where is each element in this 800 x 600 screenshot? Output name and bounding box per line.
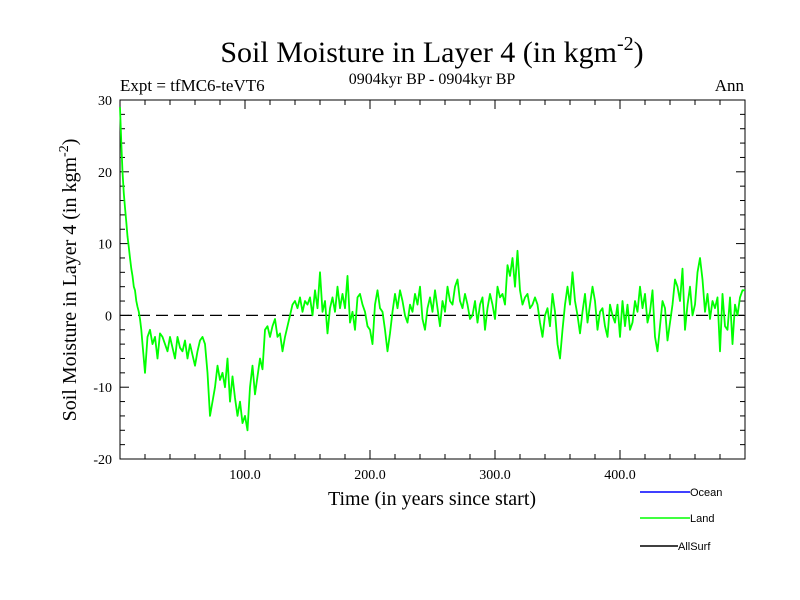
legend-label-ocean: Ocean [690, 487, 722, 499]
x-axis-ticks: 100.0 200.0 300.0 400.0 [144, 100, 721, 483]
y-tick-label: -10 [93, 381, 112, 396]
legend-label-land: Land [690, 513, 714, 525]
y-axis-label: Soil Moisture in Layer 4 (in kgm-2) [57, 139, 81, 422]
x-tick-label: 300.0 [479, 468, 511, 483]
legend: Ocean Land AllSurf [640, 487, 722, 553]
x-tick-label: 400.0 [604, 468, 636, 483]
season-label: Ann [715, 76, 745, 95]
x-tick-label: 100.0 [229, 468, 261, 483]
series-layer [119, 107, 745, 432]
y-tick-label: 10 [98, 238, 112, 253]
chart-subtitle: 0904kyr BP - 0904kyr BP [349, 71, 516, 88]
y-tick-label: 30 [98, 94, 112, 109]
experiment-label: Expt = tfMC6-teVT6 [120, 76, 265, 95]
series-line-land [119, 107, 745, 432]
y-tick-label: -20 [93, 453, 112, 468]
x-axis-label: Time (in years since start) [328, 488, 536, 510]
chart-title: Soil Moisture in Layer 4 (in kgm-2) [220, 33, 643, 69]
y-axis-ticks: -20 -10 0 10 20 30 [93, 94, 745, 468]
y-tick-label: 0 [105, 309, 112, 324]
legend-label-allsurf: AllSurf [678, 541, 711, 553]
plot-frame [119, 99, 746, 460]
y-tick-label: 20 [98, 166, 112, 181]
x-tick-label: 200.0 [354, 468, 386, 483]
